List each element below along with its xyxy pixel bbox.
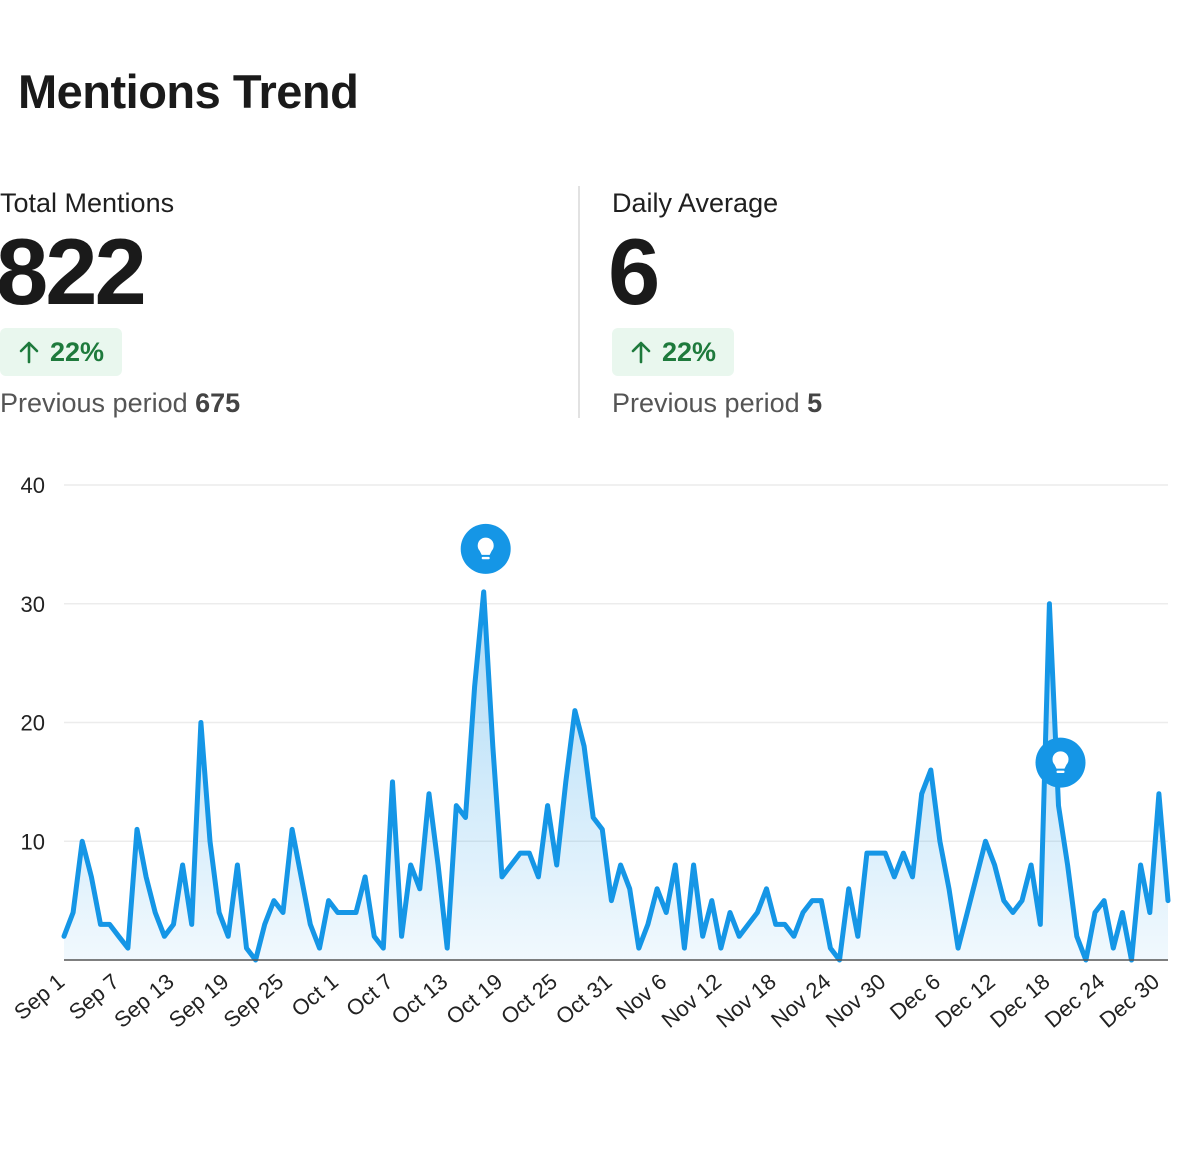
x-tick-label: Oct 19 [441, 969, 507, 1030]
page-title: Mentions Trend [18, 65, 359, 118]
change-badge: 22% [612, 328, 735, 376]
x-tick-label: Dec 12 [930, 969, 999, 1033]
x-tick-label: Nov 12 [657, 969, 726, 1033]
previous-period-value: 675 [195, 388, 241, 418]
x-tick-label: Dec 18 [985, 969, 1054, 1033]
bulb-glass [1052, 751, 1069, 769]
y-tick-label: 40 [21, 473, 45, 498]
y-tick-label: 30 [21, 592, 45, 617]
previous-period: Previous period 5 [612, 386, 1172, 420]
x-tick-label: Oct 25 [496, 969, 562, 1030]
annotation-marker [1035, 737, 1086, 788]
arrow-up-icon [19, 341, 39, 364]
stat-value: 6 [608, 219, 660, 324]
change-value: 22% [50, 336, 105, 367]
stat-value: 822 [0, 219, 147, 324]
x-tick-label: Oct 1 [287, 969, 343, 1022]
previous-period-value: 5 [807, 388, 823, 418]
stat-label: Total Mentions [0, 188, 175, 218]
x-tick-label: Sep 25 [219, 969, 288, 1033]
x-tick-label: Sep 13 [109, 969, 178, 1033]
x-tick-label: Nov 30 [821, 969, 890, 1033]
x-tick-label: Oct 31 [551, 969, 617, 1030]
x-tick-label: Sep 1 [9, 969, 69, 1025]
stat-label: Daily Average [612, 188, 779, 218]
arrow-up-icon [631, 341, 651, 364]
lightbulb-icon [1052, 751, 1069, 774]
series-line [61, 589, 1171, 963]
daily-average-card: Daily Average 6 22% Previous period 5 [608, 186, 1172, 420]
previous-period: Previous period 675 [0, 386, 560, 420]
total-mentions-card: Total Mentions 822 22% Previous period 6… [0, 186, 560, 420]
x-tick-label: Nov 18 [711, 969, 780, 1033]
bulb-base [481, 556, 490, 560]
y-tick-label: 10 [21, 829, 45, 854]
x-tick-label: Oct 13 [387, 969, 453, 1030]
bulb-glass [477, 537, 494, 555]
change-value: 22% [662, 336, 717, 367]
stats-divider [578, 186, 580, 418]
previous-period-label: Previous period [612, 388, 800, 418]
x-tick-label: Nov 24 [766, 969, 835, 1033]
series-area [64, 591, 1168, 960]
previous-period-label: Previous period [0, 388, 188, 418]
y-tick-label: 20 [21, 711, 45, 736]
x-tick-label: Dec 24 [1040, 969, 1109, 1033]
x-tick-label: Dec 30 [1095, 969, 1164, 1033]
change-badge: 22% [0, 328, 123, 376]
lightbulb-icon [477, 537, 494, 560]
x-tick-label: Sep 19 [164, 969, 233, 1033]
bulb-base [1056, 770, 1065, 774]
annotation-marker [460, 523, 511, 574]
